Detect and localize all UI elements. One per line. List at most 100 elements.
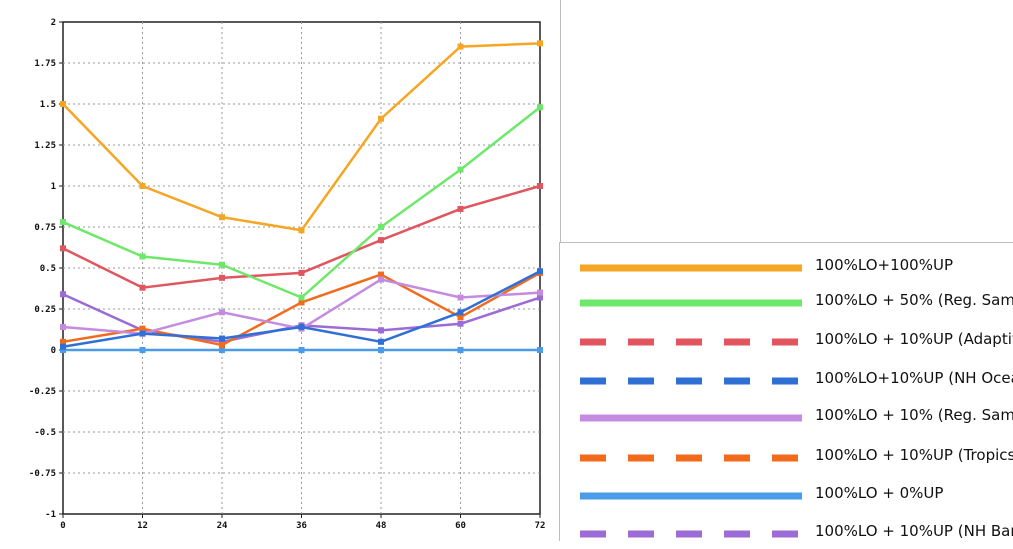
legend-swatch — [580, 299, 802, 307]
data-point — [378, 115, 384, 122]
data-point — [378, 276, 384, 283]
y-tick-label: -0.5 — [34, 428, 56, 438]
legend-swatch — [580, 492, 802, 500]
data-point — [537, 268, 543, 275]
x-tick-label: 12 — [137, 521, 148, 531]
legend-label: 100%LO + 50% (Reg. Sampling) — [815, 291, 1013, 309]
data-point — [298, 324, 305, 331]
legend-label: 100%LO + 10%UP (Adaptive) — [815, 330, 1013, 348]
data-point — [60, 291, 66, 298]
legend-label: 100%LO + 10%UP (Tropics) — [815, 446, 1013, 464]
x-tick-label: 0 — [60, 521, 65, 531]
legend-item: 100%LO+10%UP (NH Ocean) — [560, 366, 1013, 396]
data-point — [298, 269, 305, 276]
data-point — [378, 338, 384, 345]
y-tick-label: 0.5 — [40, 264, 56, 274]
x-tick-label: 60 — [455, 521, 466, 531]
data-point — [537, 183, 543, 189]
data-point — [60, 347, 66, 353]
y-tick-label: 0.75 — [34, 223, 56, 233]
data-point — [537, 294, 543, 301]
y-tick-label: 2 — [51, 18, 56, 28]
legend-item: 100%LO + 10%UP (NH Band) — [560, 519, 1013, 549]
data-point — [139, 325, 146, 332]
y-tick-label: 1 — [51, 182, 56, 192]
legend-item: 100%LO + 10% (Reg. Sampling) — [560, 403, 1013, 433]
data-point — [219, 342, 225, 349]
data-point — [457, 205, 464, 212]
data-point — [219, 335, 225, 342]
legend-item: 100%LO + 50% (Reg. Sampling) — [560, 288, 1013, 318]
legend-item: 100%LO+100%UP — [560, 253, 1013, 283]
y-tick-label: 0.25 — [34, 305, 56, 315]
data-point — [378, 327, 384, 334]
legend-swatch — [580, 264, 802, 272]
data-point — [298, 299, 305, 306]
x-tick-label: 72 — [535, 521, 546, 531]
legend-label: 100%LO + 0%UP — [815, 484, 944, 502]
data-point — [219, 347, 225, 353]
y-tick-label: 1.25 — [34, 141, 56, 151]
y-tick-label: 0 — [51, 346, 56, 356]
data-point — [60, 343, 66, 350]
legend-swatch — [580, 377, 802, 385]
data-point — [139, 284, 146, 291]
data-point — [60, 338, 66, 345]
y-tick-label: 1.75 — [34, 59, 56, 69]
data-point — [457, 166, 464, 173]
line-chart: 2 1.75 1.5 1.25 1 0.75 0.5 0.25 0 -0.25 -0.5 -0.75 -… — [29, 18, 546, 531]
grid — [63, 22, 540, 514]
legend-label: 100%LO + 10% (Reg. Sampling) — [815, 406, 1013, 424]
data-point — [457, 320, 464, 327]
legend-item: 100%LO + 10%UP (Adaptive) — [560, 327, 1013, 357]
data-point — [219, 261, 225, 268]
data-point — [298, 227, 305, 234]
x-tick-label: 48 — [376, 521, 387, 531]
data-point — [139, 330, 146, 337]
y-tick-label: -0.25 — [29, 387, 56, 397]
legend-swatch — [580, 454, 802, 462]
data-point — [457, 309, 464, 316]
chart-panel: 2 1.75 1.5 1.25 1 0.75 0.5 0.25 0 -0.25 -0.5 -0.75 -… — [29, 0, 561, 541]
data-point — [537, 289, 543, 296]
legend-swatch — [580, 338, 802, 346]
data-point — [139, 183, 146, 189]
data-point — [457, 294, 464, 301]
data-point — [139, 347, 146, 353]
y-tick-label: 1.5 — [40, 100, 56, 110]
data-point — [298, 294, 305, 301]
x-tick-label: 36 — [296, 521, 307, 531]
data-point — [537, 104, 543, 111]
legend-label: 100%LO+100%UP — [815, 256, 953, 274]
legend: 100%LO+100%UP 100%LO + 50% (Reg. Sampling… — [559, 242, 1013, 541]
data-point — [378, 237, 384, 244]
data-point — [60, 101, 66, 107]
data-point — [219, 338, 225, 345]
data-point — [378, 271, 384, 278]
legend-swatch — [580, 414, 802, 422]
legend-item: 100%LO + 10%UP (Tropics) — [560, 443, 1013, 473]
data-point — [60, 245, 66, 252]
y-tick-label: -0.75 — [29, 469, 56, 479]
data-point — [457, 314, 464, 321]
data-point — [378, 224, 384, 230]
legend-swatch — [580, 530, 802, 538]
data-point — [219, 309, 225, 316]
legend-label: 100%LO + 10%UP (NH Band) — [815, 522, 1013, 540]
data-point — [219, 274, 225, 281]
data-point — [60, 324, 66, 331]
legend-item: 100%LO + 0%UP — [560, 481, 1013, 511]
data-point — [457, 347, 464, 353]
y-tick-label: -1 — [45, 510, 56, 520]
data-point — [378, 347, 384, 353]
data-point — [537, 347, 543, 353]
series-group — [60, 40, 543, 353]
x-tick-label: 24 — [217, 521, 228, 531]
data-point — [60, 219, 66, 226]
legend-label: 100%LO+10%UP (NH Ocean) — [815, 369, 1013, 387]
data-point — [219, 214, 225, 221]
data-point — [139, 253, 146, 260]
data-point — [298, 347, 305, 353]
data-point — [457, 43, 464, 50]
data-point — [537, 40, 543, 47]
